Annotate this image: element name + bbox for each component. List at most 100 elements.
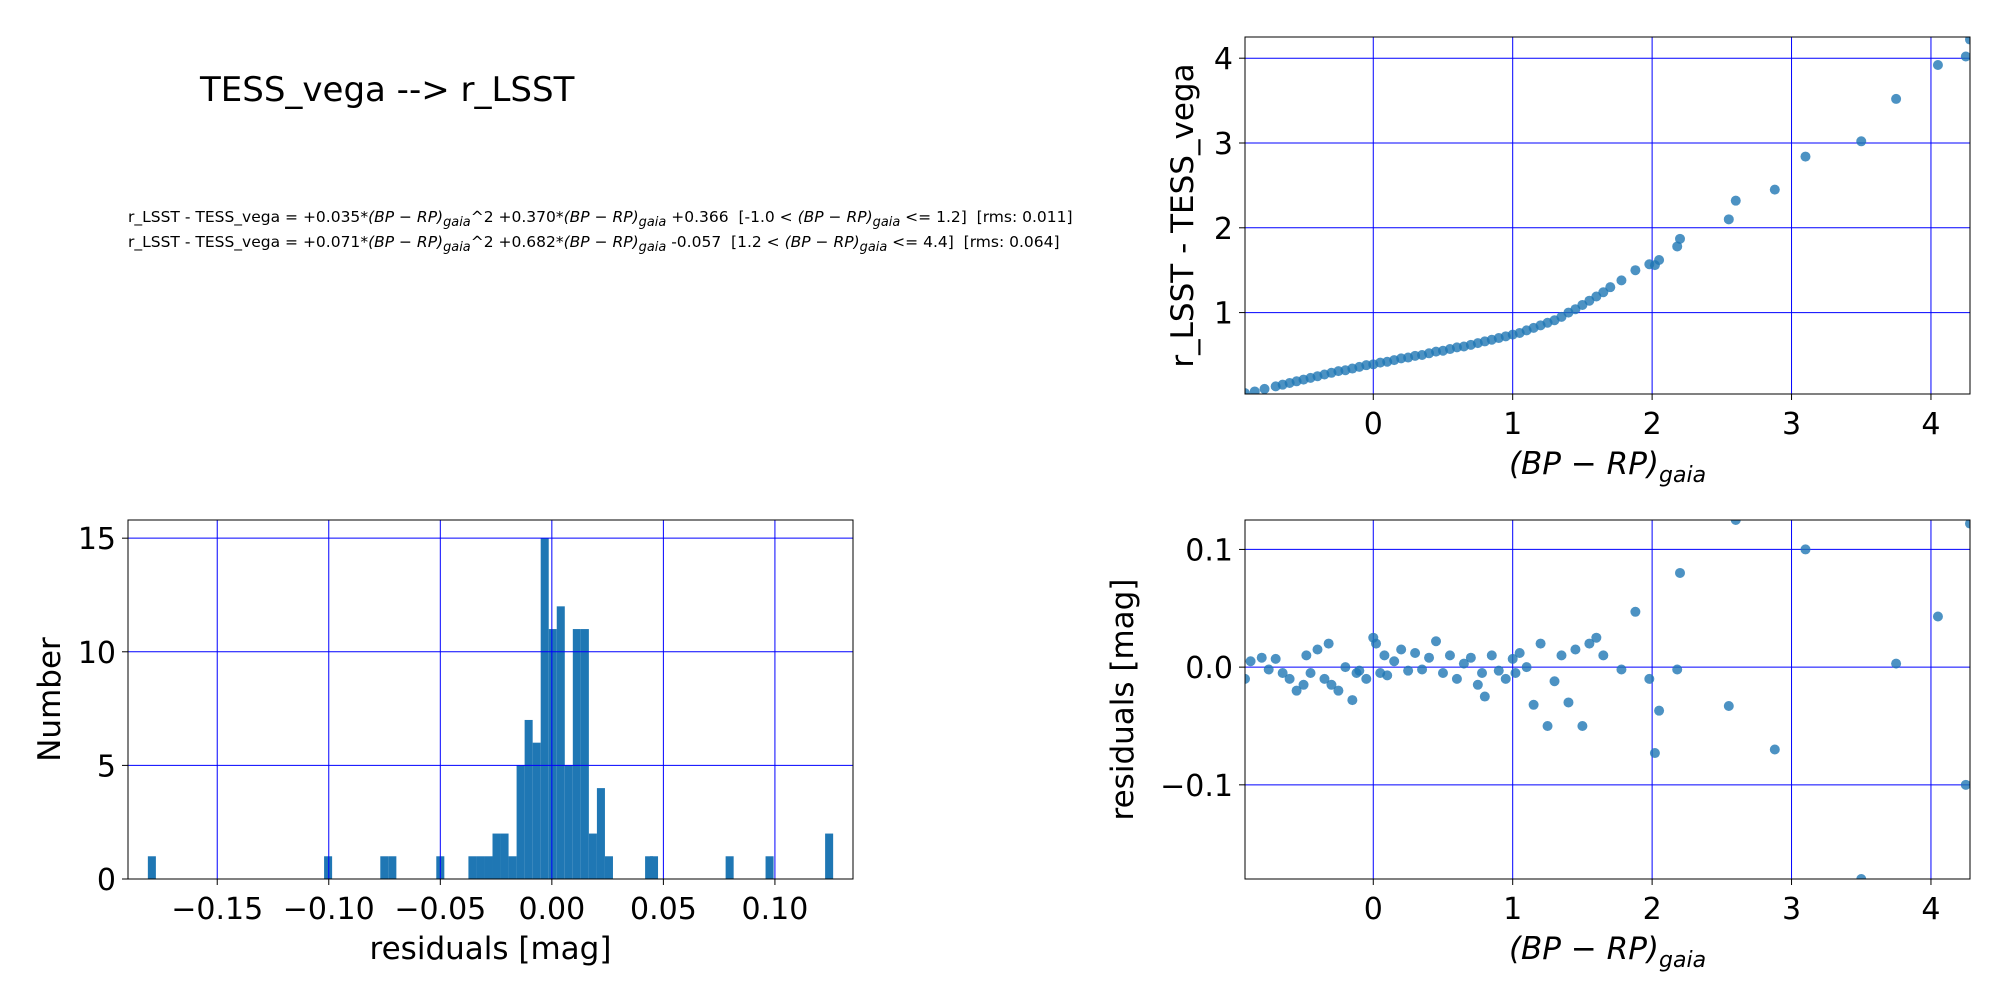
resid-point — [1417, 664, 1428, 675]
resid-point — [1570, 644, 1581, 655]
fit-point — [1675, 233, 1685, 244]
resid-point — [1477, 668, 1488, 679]
resid-point — [1542, 720, 1553, 731]
hist-bars — [147, 538, 834, 879]
fit-point — [1630, 265, 1641, 276]
hist-bar — [476, 856, 485, 879]
hist-bar — [765, 856, 774, 879]
resid-point — [1856, 874, 1867, 879]
hist-ylabel: Number — [32, 637, 68, 762]
resid-point — [1649, 748, 1660, 759]
hist-bar — [725, 856, 734, 879]
hist-frame — [127, 519, 854, 880]
resid-xtick-label: 4 — [1921, 892, 1940, 927]
fit-xtick-label: 2 — [1643, 407, 1662, 442]
fit-ytick-label: 1 — [1214, 297, 1233, 332]
resid-point — [1403, 665, 1414, 676]
hist-xtick-label: 0.05 — [630, 892, 697, 927]
resid-point — [1284, 673, 1295, 684]
hist-bar — [596, 788, 605, 879]
resid-point — [1305, 668, 1316, 679]
resid-point — [1500, 673, 1511, 684]
hist-bar — [572, 629, 581, 879]
fit-frame — [1244, 36, 1971, 395]
eq2-range-low: 1.2 — [737, 233, 762, 251]
hist-bar — [147, 856, 156, 879]
hist-bar — [468, 856, 477, 879]
hist-bar — [500, 833, 509, 879]
figure-title: TESS_vega --> r_LSST — [200, 70, 575, 110]
resid-point — [1486, 650, 1497, 661]
resid-point — [1493, 665, 1504, 676]
hist-bar — [484, 856, 493, 879]
fit-point — [1891, 93, 1902, 104]
hist-bar — [324, 856, 333, 879]
resid-point — [1382, 670, 1393, 681]
hist-xtick-label: 0.00 — [518, 892, 585, 927]
resid-point — [1535, 638, 1546, 649]
resid-point — [1458, 658, 1469, 669]
resid-point — [1675, 567, 1685, 578]
resid-point — [1510, 668, 1521, 679]
eq1-coef-a2: +0.035 — [302, 208, 361, 226]
resid-ytick-label: 0.0 — [1185, 651, 1233, 686]
fit-ytick-label: 2 — [1214, 212, 1233, 247]
fit-point — [1672, 241, 1683, 252]
fit-ytick-label: 3 — [1214, 127, 1233, 162]
eq2-coef-a0: -0.057 — [671, 233, 722, 251]
resid-point — [1410, 648, 1421, 659]
hist-bar — [556, 606, 565, 879]
eq2-range-high: 4.4 — [923, 233, 948, 251]
fit-xlabel: (BP − RP)gaia — [1509, 446, 1706, 488]
hist-ytick-label: 10 — [78, 636, 116, 671]
resid-point — [1549, 676, 1560, 687]
hist-ytick-label: 5 — [97, 749, 116, 784]
hist-bar — [645, 856, 654, 879]
hist-bar — [548, 629, 557, 879]
fit-point — [1769, 184, 1780, 195]
hist-xlabel: residuals [mag] — [370, 931, 612, 967]
resid-point — [1245, 673, 1250, 684]
hist-bar — [532, 742, 541, 879]
eq1-range-low: -1.0 — [744, 208, 775, 226]
resid-point — [1270, 653, 1281, 664]
fit-xtick-label: 4 — [1921, 407, 1940, 442]
fit-point — [1723, 214, 1734, 225]
eq1-range-high: 1.2 — [936, 208, 961, 226]
resid-point — [1437, 668, 1448, 679]
fit-point — [1932, 59, 1943, 70]
fit-equation-2: r_LSST - TESS_vega = +0.071*(BP − RP)gai… — [128, 233, 1060, 256]
resid-point — [1616, 664, 1627, 675]
resid-point — [1465, 652, 1476, 663]
resid-point — [1323, 638, 1334, 649]
resid-point — [1371, 638, 1382, 649]
hist-bar — [508, 856, 517, 879]
resid-point — [1556, 650, 1567, 661]
resid-point — [1965, 520, 1970, 529]
resid-point — [1347, 695, 1358, 706]
fit-point — [1616, 275, 1627, 286]
resid-xtick-label: 2 — [1643, 892, 1662, 927]
fit-equation-1: r_LSST - TESS_vega = +0.035*(BP − RP)gai… — [128, 208, 1073, 231]
eq2-lhs: r_LSST - TESS_vega — [128, 233, 281, 251]
hist-plot: −0.15 −0.10 −0.05 0.00 0.05 0.10 0 5 10 15 residua… — [32, 519, 854, 967]
hist-ytick-label: 0 — [97, 863, 116, 898]
fit-xtick-label: 0 — [1364, 407, 1383, 442]
eq2-coef-a1: +0.682 — [498, 233, 556, 251]
resid-point — [1298, 679, 1309, 690]
hist-bar — [492, 833, 501, 879]
resid-point — [1723, 700, 1734, 711]
resid-point — [1479, 691, 1490, 702]
hist-bar — [588, 833, 597, 879]
hist-bar — [516, 765, 525, 879]
resid-point — [1277, 668, 1288, 679]
hist-bar — [580, 629, 589, 879]
resid-point — [1354, 665, 1365, 676]
resid-point — [1598, 650, 1609, 661]
resid-point — [1256, 652, 1267, 663]
fit-point — [1605, 282, 1616, 293]
fit-point — [1800, 151, 1811, 162]
fit-ytick-label: 4 — [1214, 42, 1233, 77]
resid-point — [1769, 744, 1780, 755]
